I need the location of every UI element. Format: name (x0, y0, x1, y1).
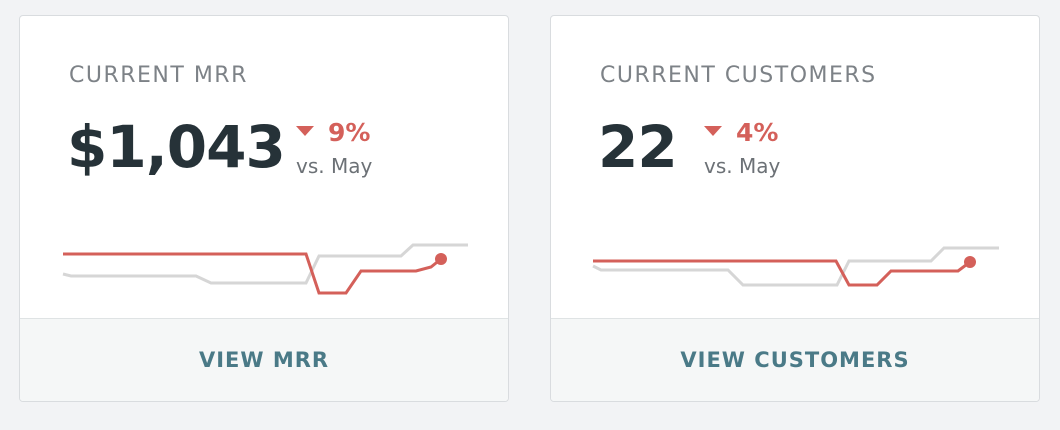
current-dot (964, 256, 976, 268)
card-footer: VIEW MRR (20, 318, 508, 401)
view-link[interactable]: VIEW MRR (198, 348, 330, 372)
previous-line (592, 246, 999, 287)
view-link[interactable]: VIEW CUSTOMERS (680, 348, 910, 372)
comparison: vs. May (704, 154, 781, 178)
comparison: vs. May (296, 154, 373, 178)
kpi-card: CURRENT CUSTOMERS 22 4% vs. May VIEW CUS… (550, 15, 1040, 402)
kpi-value: 22 (598, 113, 678, 181)
change-value: 4% (736, 118, 779, 147)
change-value: 9% (328, 118, 371, 147)
down-arrow (704, 126, 722, 136)
previous-line (62, 243, 468, 285)
card-footer: VIEW CUSTOMERS (551, 318, 1039, 401)
change: 4% (704, 118, 778, 147)
card-title: CURRENT CUSTOMERS (600, 63, 877, 88)
current-line (593, 259, 971, 287)
change: 9% (296, 118, 370, 147)
sparkline (62, 243, 468, 295)
sparkline (592, 246, 999, 287)
current-dot (435, 253, 447, 265)
card-title: CURRENT MRR (69, 63, 248, 88)
kpi-card: CURRENT MRR $1,043 9% vs. May VIEW MRR (19, 15, 509, 402)
down-arrow (296, 126, 314, 136)
kpi-value: $1,043 (67, 113, 286, 181)
current-line (63, 252, 442, 295)
